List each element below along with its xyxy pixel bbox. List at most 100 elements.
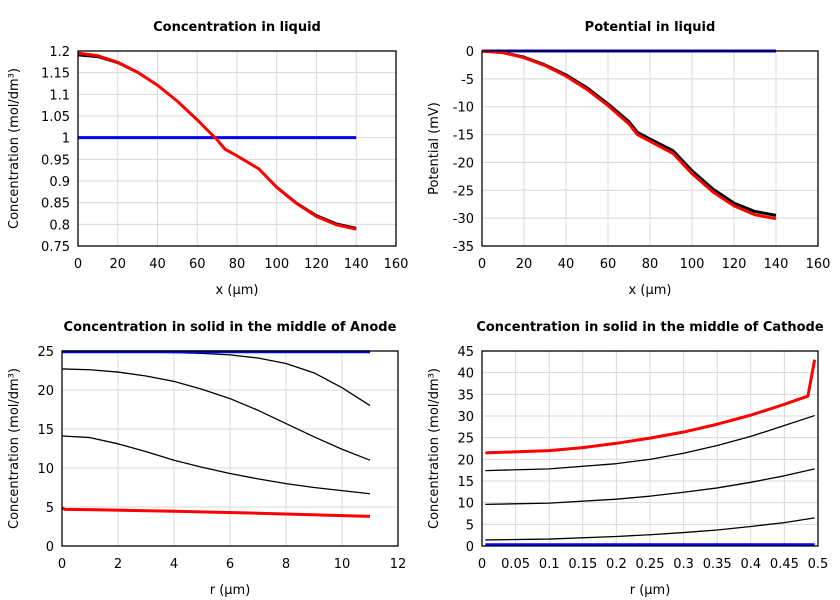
x-tick-label: 4 bbox=[170, 557, 178, 572]
x-tick-label: 10 bbox=[334, 557, 351, 572]
y-tick-label: -10 bbox=[453, 101, 474, 116]
y-tick-label: 25 bbox=[37, 345, 54, 360]
x-axis-label: r (µm) bbox=[630, 583, 671, 598]
x-tick-label: 0.45 bbox=[770, 557, 799, 572]
x-tick-label: 6 bbox=[226, 557, 234, 572]
y-tick-label: 5 bbox=[46, 501, 54, 516]
y-axis-label: Potential (mV) bbox=[427, 102, 442, 195]
x-tick-label: 0.15 bbox=[568, 557, 597, 572]
series-line-2 bbox=[61, 368, 371, 461]
y-tick-label: -5 bbox=[461, 73, 474, 88]
plot-frame bbox=[481, 350, 819, 547]
subplot-2: 0 20 40 60 80 100 120 140 160 -35 -30 -25 -20 -15 -10 -… bbox=[427, 20, 830, 298]
chart-title: Concentration in liquid bbox=[153, 20, 321, 35]
y-tick-label: 1.1 bbox=[49, 88, 70, 103]
y-tick-label: -20 bbox=[453, 156, 474, 171]
y-tick-label: 0 bbox=[46, 540, 54, 555]
x-axis-label: x (µm) bbox=[629, 283, 672, 298]
series-line-1 bbox=[485, 414, 815, 472]
plot-frame bbox=[61, 350, 399, 547]
y-tick-label: 0.8 bbox=[49, 218, 70, 233]
y-tick-label: -30 bbox=[453, 212, 474, 227]
y-tick-label: 0 bbox=[466, 540, 474, 555]
x-tick-label: 120 bbox=[304, 257, 329, 272]
x-tick-label: 40 bbox=[149, 257, 166, 272]
x-tick-label: 0.2 bbox=[606, 557, 627, 572]
y-tick-label: 0.9 bbox=[49, 175, 70, 190]
x-tick-label: 40 bbox=[558, 257, 575, 272]
y-tick-label: 0.75 bbox=[41, 240, 70, 255]
subplot-4: 0 0.05 0.1 0.15 0.2 0.25 0.3 0.35 0.4 0.45 0.5 0 5 10… bbox=[427, 320, 828, 598]
x-tick-label: 8 bbox=[282, 557, 290, 572]
y-tick-label: 5 bbox=[466, 518, 474, 533]
x-tick-label: 160 bbox=[384, 257, 409, 272]
y-tick-label: 1.15 bbox=[41, 67, 70, 82]
y-tick-label: 10 bbox=[457, 497, 474, 512]
x-tick-label: 0.5 bbox=[808, 557, 829, 572]
x-tick-label: 2 bbox=[114, 557, 122, 572]
x-tick-label: 0.3 bbox=[673, 557, 694, 572]
series-line-5 bbox=[485, 359, 817, 455]
chart-title: Potential in liquid bbox=[585, 20, 716, 35]
series-line-3 bbox=[77, 51, 357, 231]
chart-title: Concentration in solid in the middle of … bbox=[64, 320, 397, 335]
y-tick-label: 10 bbox=[37, 462, 54, 477]
x-tick-label: 60 bbox=[600, 257, 617, 272]
x-tick-label: 0.1 bbox=[539, 557, 560, 572]
plot-frame bbox=[77, 50, 397, 247]
y-tick-label: 1.2 bbox=[49, 45, 70, 60]
x-axis-label: x (µm) bbox=[216, 283, 259, 298]
series-line-1 bbox=[62, 351, 371, 407]
chart-title: Concentration in solid in the middle of … bbox=[476, 320, 824, 335]
y-tick-label: 15 bbox=[37, 423, 54, 438]
y-tick-label: 0.95 bbox=[41, 153, 70, 168]
x-tick-label: 100 bbox=[680, 257, 705, 272]
series-line-2 bbox=[485, 468, 815, 506]
y-tick-label: 1.05 bbox=[41, 110, 70, 125]
x-tick-label: 0 bbox=[58, 557, 66, 572]
y-tick-label: 40 bbox=[457, 367, 474, 382]
series-line-3 bbox=[485, 517, 815, 541]
x-tick-label: 20 bbox=[109, 257, 126, 272]
y-axis-label: Concentration (mol/dm³) bbox=[7, 368, 22, 529]
x-tick-label: 0 bbox=[478, 557, 486, 572]
y-tick-label: 25 bbox=[457, 432, 474, 447]
y-axis-label: Concentration (mol/dm³) bbox=[427, 368, 442, 529]
y-tick-label: 20 bbox=[457, 453, 474, 468]
x-tick-label: 0.35 bbox=[703, 557, 732, 572]
y-tick-label: 20 bbox=[37, 384, 54, 399]
y-tick-label: 45 bbox=[457, 345, 474, 360]
y-tick-label: 15 bbox=[457, 475, 474, 490]
series-line-3 bbox=[481, 49, 777, 221]
x-tick-label: 0.25 bbox=[636, 557, 665, 572]
y-tick-label: 1 bbox=[62, 132, 70, 147]
subplot-1: 0 20 40 60 80 100 120 140 160 0.75 0.8 0.85 0.9 0.95 1… bbox=[7, 20, 408, 298]
y-tick-label: -35 bbox=[453, 240, 474, 255]
x-axis-label: r (µm) bbox=[210, 583, 251, 598]
y-tick-label: -15 bbox=[453, 129, 474, 144]
x-tick-label: 80 bbox=[642, 257, 659, 272]
series-line-3 bbox=[61, 435, 371, 495]
y-tick-label: 0 bbox=[466, 45, 474, 60]
x-tick-label: 140 bbox=[764, 257, 789, 272]
y-tick-label: 30 bbox=[457, 410, 474, 425]
x-tick-label: 120 bbox=[722, 257, 747, 272]
x-tick-label: 12 bbox=[390, 557, 407, 572]
x-tick-label: 0.05 bbox=[501, 557, 530, 572]
series-line-5 bbox=[61, 506, 371, 518]
x-tick-label: 60 bbox=[189, 257, 206, 272]
x-tick-label: 20 bbox=[516, 257, 533, 272]
x-tick-label: 0 bbox=[478, 257, 486, 272]
x-tick-label: 100 bbox=[264, 257, 289, 272]
x-tick-label: 80 bbox=[229, 257, 246, 272]
x-tick-label: 0.4 bbox=[740, 557, 761, 572]
x-tick-label: 140 bbox=[344, 257, 369, 272]
y-axis-label: Concentration (mol/dm³) bbox=[7, 68, 22, 229]
x-tick-label: 160 bbox=[806, 257, 831, 272]
plot-frame bbox=[481, 50, 819, 247]
subplot-3: 0 2 4 6 8 10 12 0 5 10 15 20 25 Concentration in soli… bbox=[7, 320, 406, 598]
y-tick-label: 35 bbox=[457, 388, 474, 403]
y-tick-label: -25 bbox=[453, 184, 474, 199]
